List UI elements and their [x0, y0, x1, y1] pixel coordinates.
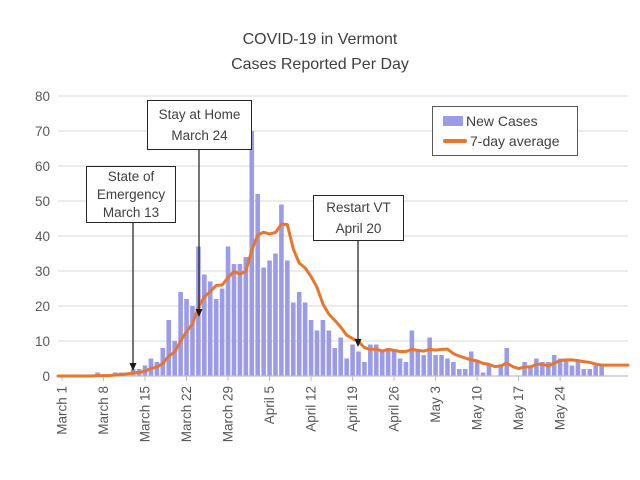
svg-text:May 10: May 10 — [470, 386, 485, 430]
annotation-text: State of — [107, 168, 155, 184]
chart-title: COVID-19 in Vermont Cases Reported Per D… — [0, 27, 640, 77]
svg-text:May 24: May 24 — [553, 386, 568, 431]
svg-text:March 15: March 15 — [138, 386, 153, 442]
svg-text:70: 70 — [35, 124, 50, 139]
legend-item-new-cases: New Cases — [443, 113, 577, 129]
svg-text:April 19: April 19 — [345, 386, 360, 432]
svg-text:80: 80 — [35, 89, 50, 104]
svg-text:March 1: March 1 — [55, 386, 70, 435]
svg-text:40: 40 — [35, 229, 50, 244]
svg-text:10: 10 — [35, 334, 50, 349]
chart-subtitle: Cases Reported Per Day — [231, 56, 409, 73]
annotation-arrows — [129, 150, 362, 371]
annotation-stay-at-home: Stay at Home March 24 — [147, 100, 252, 150]
svg-text:60: 60 — [35, 159, 50, 174]
x-axis-labels: March 1 March 8 March 15 March 22 March 29 Ap… — [55, 386, 568, 443]
annotation-text: Emergency — [96, 186, 166, 202]
svg-text:May 17: May 17 — [511, 386, 526, 430]
annotation-restart-vt: Restart VT April 20 — [313, 195, 404, 241]
legend: New Cases 7-day average — [432, 106, 578, 156]
annotation-text: Stay at Home — [158, 107, 241, 122]
x-axis-ticks — [61, 376, 561, 381]
legend-item-7day-average: 7-day average — [443, 133, 577, 149]
svg-text:April 26: April 26 — [387, 386, 402, 432]
legend-label-new-cases: New Cases — [466, 113, 538, 129]
new-cases-swatch — [443, 116, 463, 126]
svg-text:March 29: March 29 — [221, 386, 236, 442]
y-axis-labels: 0 10 20 30 40 50 60 70 80 — [35, 89, 50, 384]
svg-text:30: 30 — [35, 264, 50, 279]
annotation-text: March 24 — [171, 128, 228, 143]
chart-title-line1: COVID-19 in Vermont — [242, 31, 398, 48]
svg-text:April 12: April 12 — [304, 386, 319, 432]
svg-text:April 5: April 5 — [262, 386, 277, 424]
svg-text:20: 20 — [35, 299, 50, 314]
svg-text:March 8: March 8 — [96, 386, 111, 435]
svg-text:March 22: March 22 — [179, 386, 194, 442]
seven-day-average-line — [56, 222, 630, 378]
annotation-text: March 13 — [102, 204, 160, 220]
legend-label-7day-average: 7-day average — [470, 133, 560, 149]
svg-text:0: 0 — [42, 369, 50, 384]
annotation-text: April 20 — [335, 221, 382, 236]
svg-text:May 3: May 3 — [428, 386, 443, 423]
svg-text:50: 50 — [35, 194, 50, 209]
annotation-text: Restart VT — [326, 200, 391, 215]
seven-day-average-swatch — [443, 139, 467, 143]
annotation-state-of-emergency: State of Emergency March 13 — [86, 166, 176, 223]
